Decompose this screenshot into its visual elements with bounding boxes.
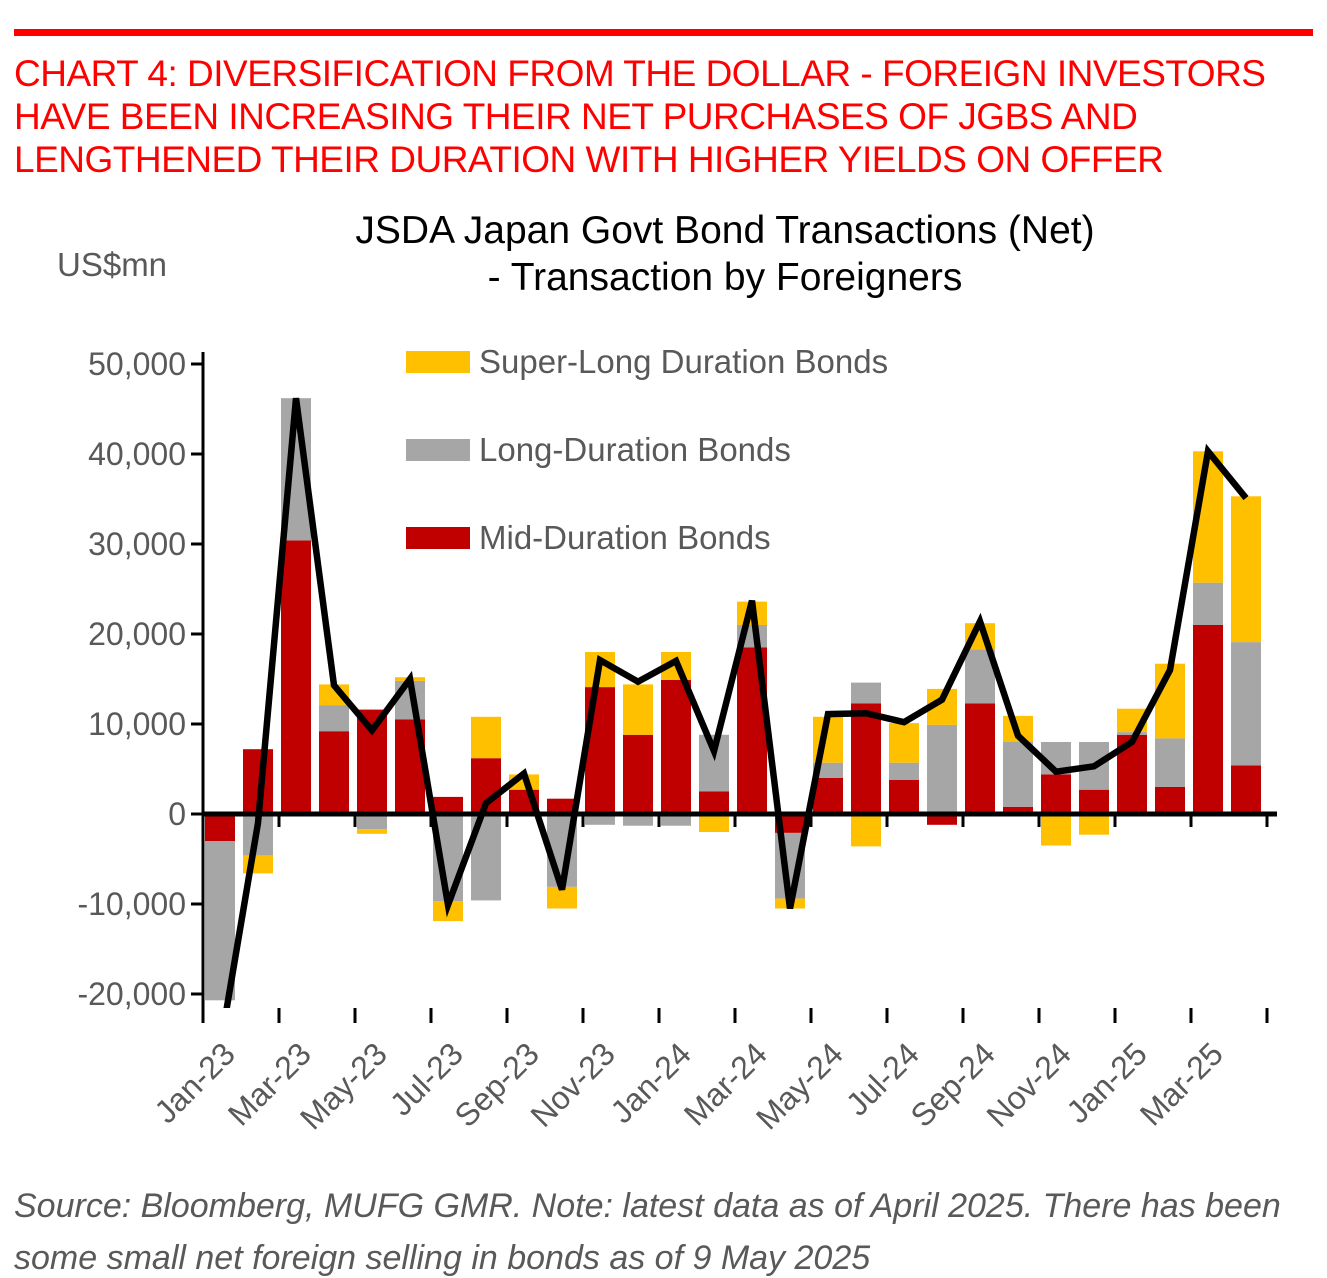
bar-segment-Aug-24 — [927, 724, 957, 814]
bar-segment-Sep-24 — [965, 703, 995, 814]
legend-item-super-long: Super-Long Duration Bonds — [406, 343, 889, 380]
bar-segment-Oct-24 — [1003, 742, 1033, 807]
bar-segment-Dec-24 — [1079, 789, 1109, 814]
y-tick-label: 0 — [168, 796, 186, 832]
bar-segment-Jan-24 — [661, 814, 691, 826]
bar-segment-May-24 — [813, 778, 843, 814]
net-total-line — [223, 397, 1249, 1008]
bar-segment-Feb-24 — [699, 791, 729, 814]
bar-segment-Jun-24 — [851, 703, 881, 814]
bar-segment-Nov-24 — [1041, 814, 1071, 846]
bar-segment-Jun-24 — [851, 814, 881, 847]
y-tick-label: -10,000 — [77, 886, 186, 922]
bar-segment-Nov-24 — [1041, 774, 1071, 814]
bar-segment-Dec-24 — [1079, 814, 1109, 835]
bar-segment-Feb-25 — [1155, 787, 1185, 814]
x-tick-label: May-23 — [293, 1035, 394, 1136]
legend-item-mid: Mid-Duration Bonds — [406, 519, 771, 556]
bar-segment-Jul-23 — [433, 796, 463, 814]
headline-line-3: LENGTHENED THEIR DURATION WITH HIGHER YI… — [14, 139, 1164, 180]
bar-segment-Mar-23 — [281, 540, 311, 814]
bar-segment-Apr-25 — [1231, 496, 1261, 643]
bar-segment-Oct-24 — [1003, 806, 1033, 814]
x-tick-label: Sep-23 — [448, 1035, 546, 1133]
y-tick-label: -20,000 — [77, 976, 186, 1012]
bar-segment-Mar-25 — [1193, 582, 1223, 625]
plot-title: JSDA Japan Govt Bond Transactions (Net) … — [230, 207, 1220, 301]
x-tick-label: Nov-24 — [980, 1035, 1078, 1133]
x-tick-label: May-24 — [749, 1035, 850, 1136]
legend-label-super-long: Super-Long Duration Bonds — [479, 343, 889, 380]
y-tick-label: 20,000 — [88, 616, 186, 652]
bar-segment-Dec-23 — [623, 684, 653, 735]
x-tick-label: Nov-23 — [524, 1035, 622, 1133]
x-tick-label: Mar-25 — [1133, 1035, 1230, 1132]
headline-line-2: HAVE BEEN INCREASING THEIR NET PURCHASES… — [14, 96, 1138, 137]
source-note-line-1: Source: Bloomberg, MUFG GMR. Note: lates… — [14, 1187, 1281, 1225]
bar-segment-Jul-24 — [889, 723, 919, 763]
chart-headline: CHART 4: DIVERSIFICATION FROM THE DOLLAR… — [14, 52, 1266, 181]
bar-segment-Oct-23 — [547, 886, 577, 909]
bar-segment-Jul-24 — [889, 762, 919, 780]
bar-segment-Aug-24 — [927, 814, 957, 825]
bar-segment-Jan-25 — [1117, 732, 1147, 735]
bar-segment-Jan-23 — [205, 814, 235, 841]
y-tick-label: 10,000 — [88, 706, 186, 742]
x-tick-label: Jan-24 — [603, 1035, 698, 1130]
legend-swatch-super-long — [406, 351, 470, 373]
y-tick-label: 50,000 — [88, 346, 186, 382]
bar-segment-Dec-23 — [623, 734, 653, 814]
bar-segment-Apr-25 — [1231, 642, 1261, 766]
bar-segment-Jun-24 — [851, 682, 881, 704]
y-tick-label: 40,000 — [88, 436, 186, 472]
bar-segment-Jul-24 — [889, 779, 919, 814]
bar-segment-Apr-25 — [1231, 765, 1261, 814]
bar-segment-Apr-23 — [319, 731, 349, 814]
bar-segment-Feb-25 — [1155, 738, 1185, 787]
x-tick-label: Jan-23 — [147, 1035, 242, 1130]
bar-segment-Oct-23 — [547, 798, 577, 814]
bar-segment-May-23 — [357, 814, 387, 830]
legend-swatch-mid — [406, 527, 470, 549]
y-axis-unit-label: US$mn — [57, 246, 168, 283]
legend-item-long: Long-Duration Bonds — [406, 431, 791, 468]
bar-segment-Feb-24 — [699, 814, 729, 832]
plot-title-line-2: - Transaction by Foreigners — [487, 256, 963, 299]
x-tick-label: Sep-24 — [904, 1035, 1002, 1133]
bar-segment-Aug-23 — [471, 716, 501, 759]
plot-title-line-1: JSDA Japan Govt Bond Transactions (Net) — [355, 209, 1095, 252]
headline-line-1: CHART 4: DIVERSIFICATION FROM THE DOLLAR… — [14, 53, 1266, 94]
header-rule — [14, 29, 1313, 36]
bar-segment-Mar-25 — [1193, 625, 1223, 814]
bar-segment-May-23 — [357, 829, 387, 834]
bar-segment-Jan-24 — [661, 679, 691, 814]
legend-label-long: Long-Duration Bonds — [479, 431, 791, 468]
x-tick-label: Jan-25 — [1059, 1035, 1154, 1130]
y-tick-label: 30,000 — [88, 526, 186, 562]
source-note-line-2: some small net foreign selling in bonds … — [14, 1239, 871, 1277]
bar-segment-Nov-23 — [585, 814, 615, 825]
legend-swatch-long — [406, 439, 470, 461]
bar-segment-Apr-23 — [319, 705, 349, 732]
bar-segment-Dec-23 — [623, 814, 653, 826]
source-note: Source: Bloomberg, MUFG GMR. Note: lates… — [14, 1180, 1314, 1278]
legend-label-mid: Mid-Duration Bonds — [479, 519, 771, 556]
